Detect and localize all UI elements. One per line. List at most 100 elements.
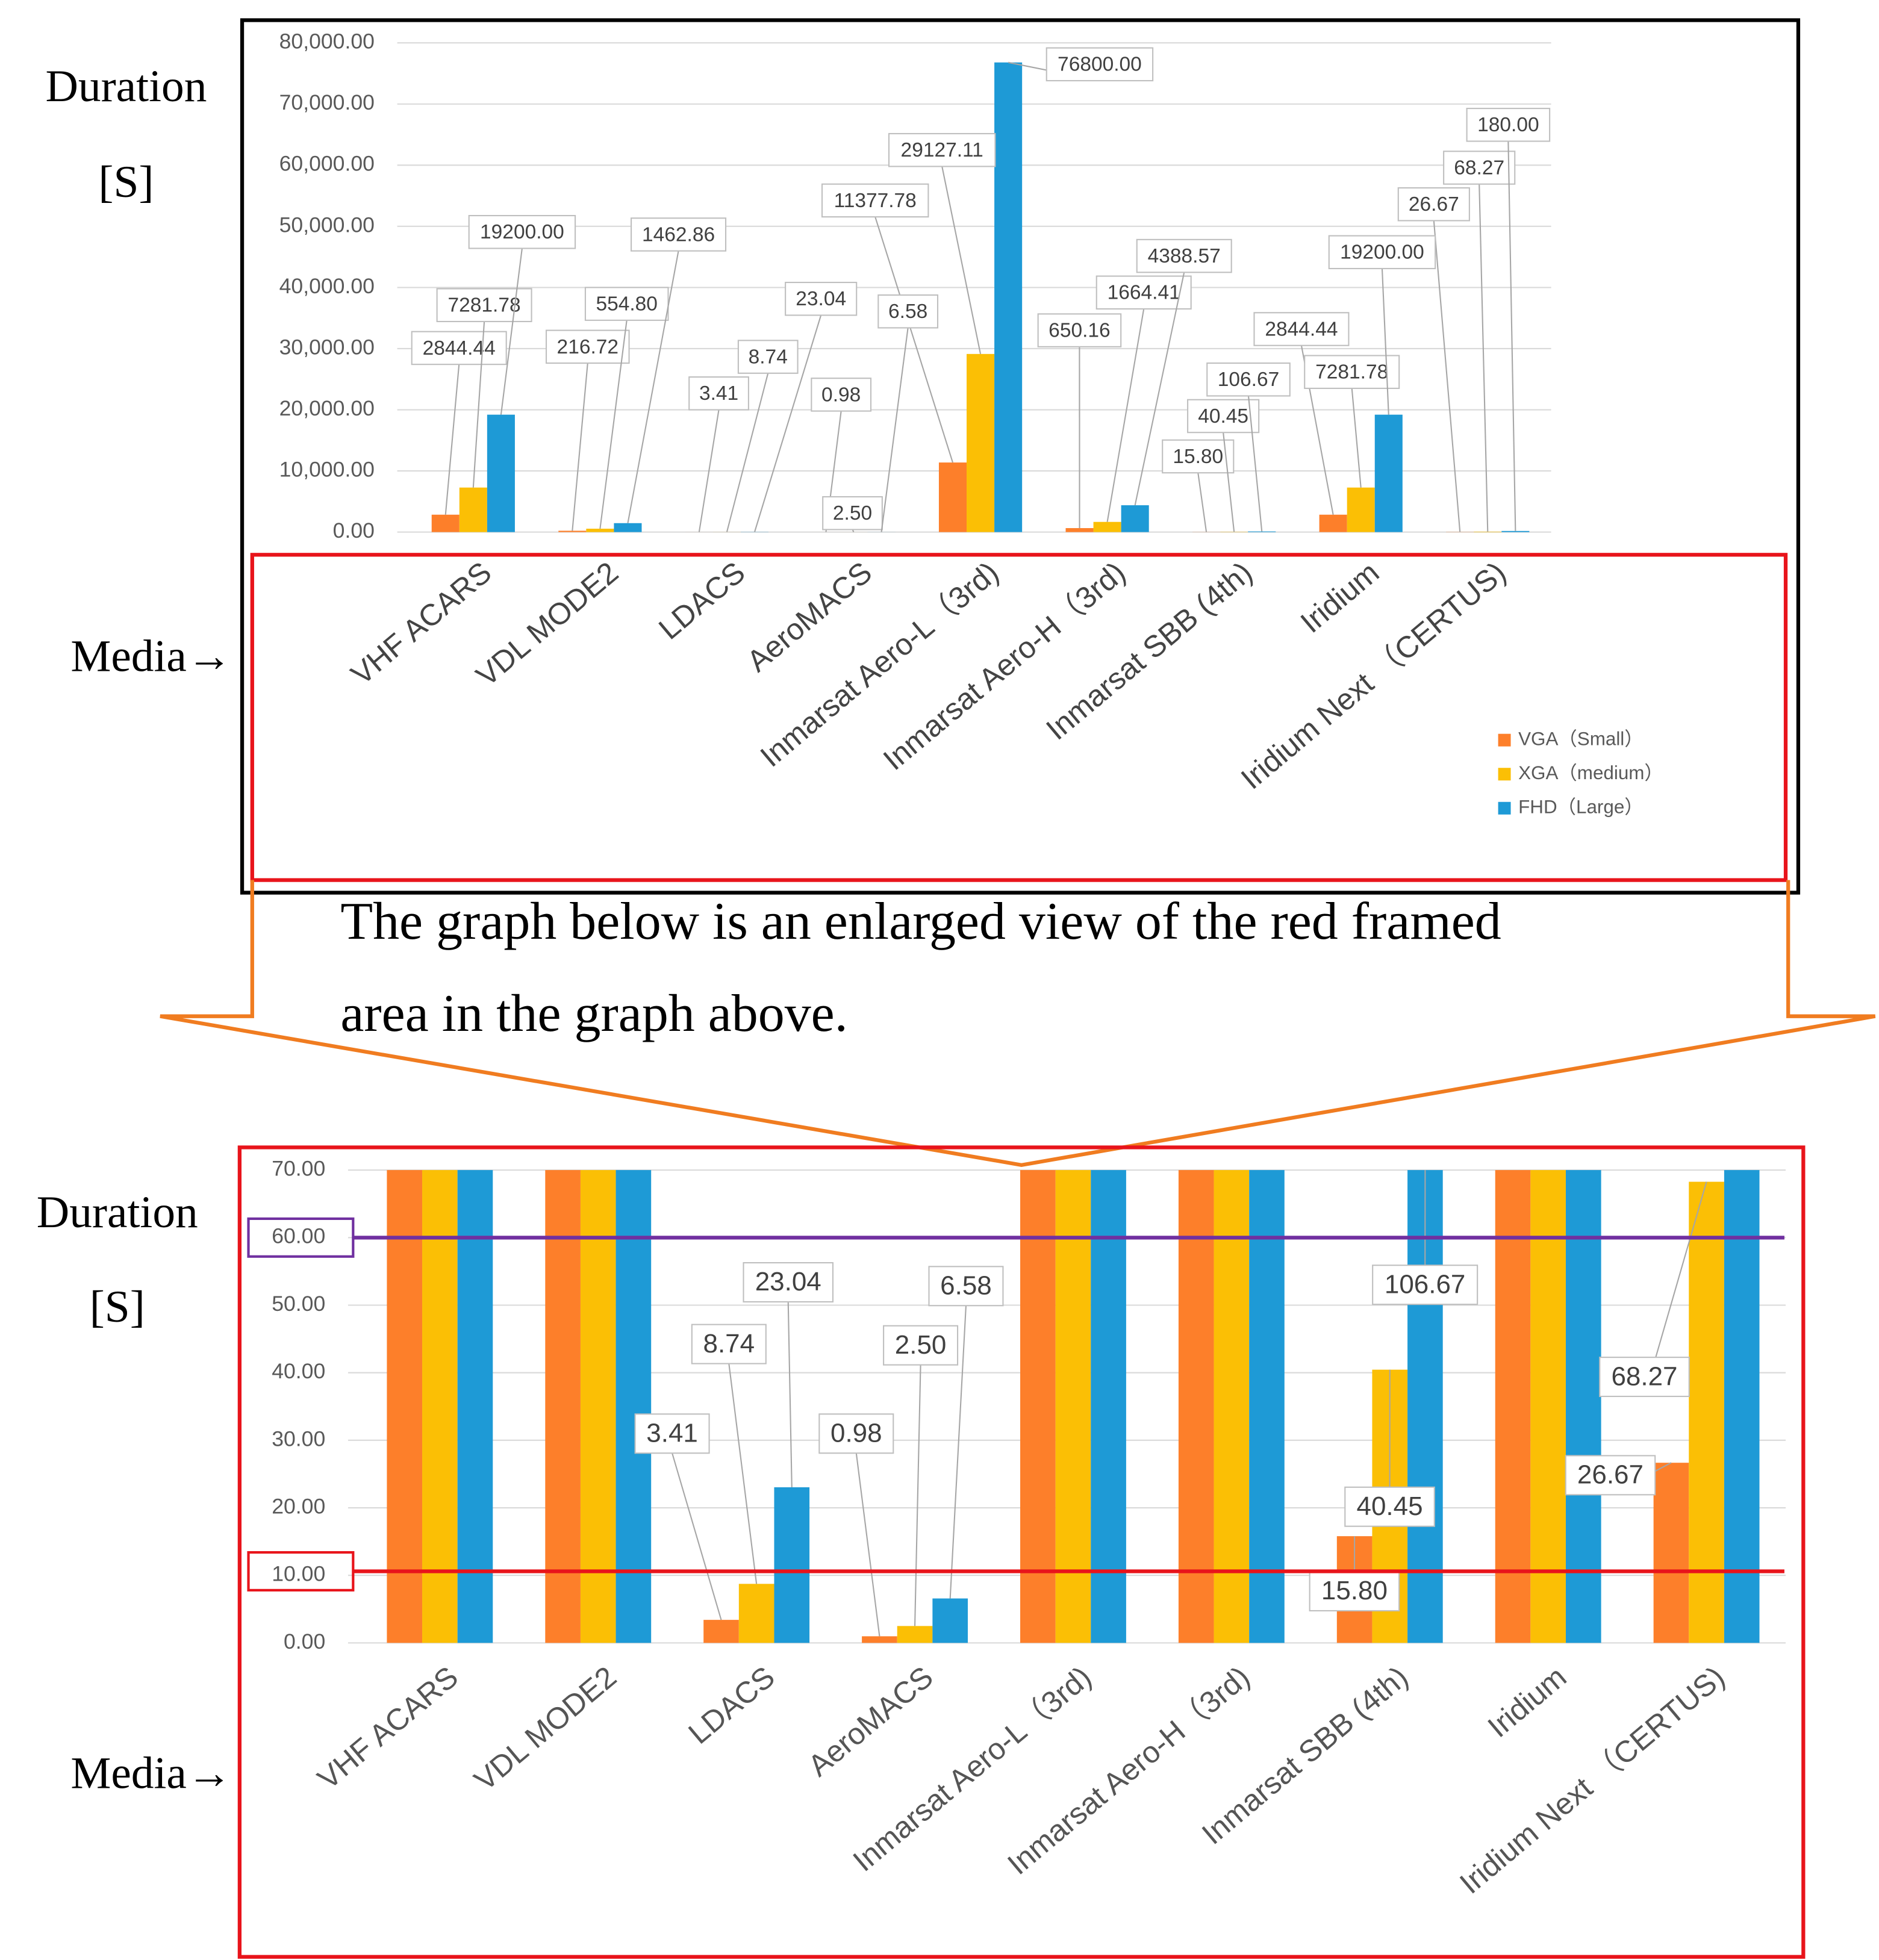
bar [1319,514,1347,532]
leader-line [1479,184,1489,532]
bar [1565,1170,1601,1643]
x-axis-label: Media→ [70,632,232,682]
reference-box [247,1217,355,1258]
legend-label: VGA（Small） [1518,728,1644,749]
y-tick-label: 60.00 [272,1224,325,1248]
bar [422,1170,458,1643]
y-tick-label: 20,000.00 [279,396,375,420]
value-label-box [1397,187,1470,222]
bar [738,1584,774,1643]
leader-line [1223,432,1235,532]
value-label-box [737,340,799,374]
leader-line [754,315,822,532]
leader-line [1381,268,1389,415]
bar [703,1620,739,1643]
value-label: 26.67 [1577,1460,1644,1490]
y-tick-label: 40.00 [272,1359,325,1383]
bar [1121,505,1149,532]
y-tick-label: 70.00 [272,1157,325,1181]
value-label-box [1037,313,1122,347]
annotation: area in the graph above. [340,985,847,1043]
x-tick-label: Iridium Next （CERTUS) [1235,555,1512,795]
value-label: 2.50 [895,1330,947,1360]
bar [387,1170,423,1643]
highlight-box [250,553,1788,882]
value-label-box [1162,439,1235,474]
reference-box [247,1551,355,1591]
x-tick-label: Inmarsat Aero-L（3rd) [754,555,1005,773]
leader-line [599,320,628,529]
bar [1347,487,1375,532]
bar [1091,1170,1126,1643]
value-label: 650.16 [1049,320,1110,342]
bottom-frame [237,1145,1806,1959]
legend-label: FHD（Large） [1518,797,1644,818]
bar [1530,1170,1566,1643]
value-label: 7281.78 [448,294,521,317]
bars [387,1170,1760,1643]
y-tick-label: 0.00 [284,1629,325,1654]
bar [545,1170,581,1643]
value-label-box [818,1413,894,1454]
bar [457,1170,493,1643]
value-label-box [1095,275,1192,310]
value-label-box [688,376,749,411]
value-label-box [883,1325,959,1366]
y-tick-label: 60,000.00 [279,152,375,176]
leader-line [1433,220,1461,532]
y-tick-label: 30,000.00 [279,335,375,359]
bar [1689,1181,1724,1643]
value-label: 8.74 [749,346,788,369]
bar [615,1170,652,1643]
value-label: 29127.11 [901,139,983,161]
bar [862,1636,897,1643]
value-label-box [1372,1265,1479,1305]
bar [614,523,642,532]
leader-line [941,166,982,355]
y-tick-label: 10.00 [272,1562,325,1586]
value-label-box [1187,399,1260,434]
value-label: 6.58 [888,300,927,323]
bar [1065,528,1094,532]
value-label-box [821,183,929,218]
value-label: 0.98 [821,384,861,406]
bar [1020,1170,1056,1643]
x-tick-label: Inmarsat Aero-H（3rd) [877,555,1132,777]
legend-swatch [1498,801,1511,815]
leader-line [444,364,460,515]
leader-line [874,216,953,463]
value-label-box [743,1262,834,1303]
value-label-box [888,132,996,167]
y-tick-label: 50,000.00 [279,213,375,237]
y-axis-label: Duration [37,1187,198,1237]
value-label: 554.80 [596,293,657,316]
bar [1495,1170,1531,1643]
value-label-box [811,378,872,412]
value-label-box [411,331,507,366]
legend-swatch [1498,733,1511,747]
value-label-box [1253,312,1350,346]
bar [1724,1170,1760,1643]
leader-line [949,1305,967,1599]
bars [431,62,1530,532]
value-label-box [545,329,630,364]
legend-label: XGA（medium） [1518,762,1663,783]
x-tick-label: Iridium [1294,555,1386,639]
value-label: 76800.00 [1058,54,1142,76]
value-label-box [1045,47,1154,82]
leader-line [855,1453,880,1637]
value-label: 1462.86 [642,223,715,246]
leader-line [1351,388,1362,488]
y-axis-label: Duration [45,61,207,111]
x-tick-label: LDACS [682,1660,781,1750]
value-label-box [631,217,727,252]
value-label-box [1206,362,1291,397]
bar [1093,521,1121,532]
leader-line [1134,272,1185,506]
leader-line [1507,141,1516,531]
x-tick-label: LDACS [652,555,751,646]
x-tick-label: VDL MODE2 [468,1660,623,1797]
bar [1178,1170,1214,1643]
